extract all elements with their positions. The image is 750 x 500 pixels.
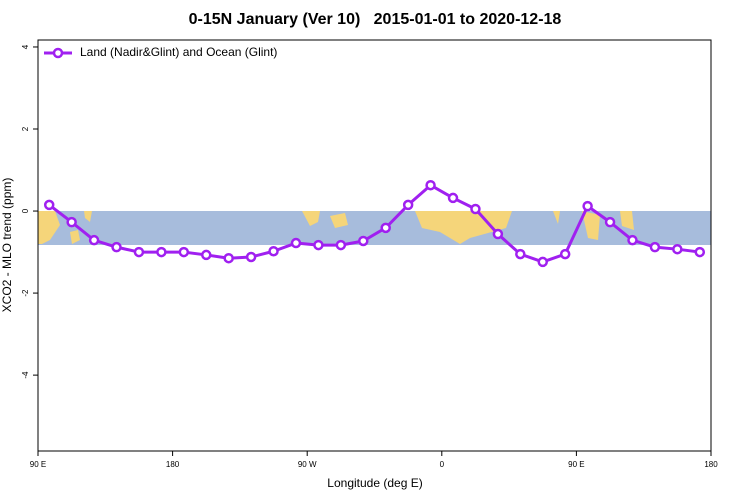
data-point — [111, 241, 122, 253]
data-point — [649, 241, 661, 253]
x-axis-label: Longitude (deg E) — [327, 476, 422, 490]
map-strip — [38, 211, 711, 245]
data-point — [43, 199, 55, 211]
data-point — [402, 199, 414, 211]
data-point — [178, 246, 190, 258]
data-point — [559, 248, 571, 260]
data-point — [447, 192, 459, 204]
x-tick-label: 0 — [440, 460, 445, 469]
x-tick-label: 90 E — [568, 460, 584, 469]
land — [330, 213, 348, 228]
data-point — [156, 246, 167, 258]
legend-marker — [52, 47, 64, 59]
data-point — [604, 216, 616, 228]
data-point — [88, 234, 100, 246]
y-tick-label: -4 — [21, 371, 30, 379]
land — [620, 211, 634, 230]
data-point — [223, 252, 234, 264]
data-point — [335, 239, 347, 251]
data-point — [313, 239, 324, 251]
y-tick-label: 4 — [21, 44, 30, 49]
x-tick-label: 180 — [166, 460, 180, 469]
plot-frame — [37, 39, 712, 452]
land — [38, 211, 60, 244]
x-tick-label: 90 W — [298, 460, 317, 469]
data-point — [492, 228, 504, 240]
land — [84, 211, 92, 222]
data-point — [425, 179, 436, 191]
data-point — [133, 246, 145, 258]
land — [302, 211, 320, 226]
data-point — [201, 249, 212, 261]
data-point — [470, 203, 481, 215]
data-point — [694, 246, 706, 258]
y-axis-label: XCO2 - MLO trend (ppm) — [0, 178, 14, 313]
x-tick-label: 180 — [704, 460, 718, 469]
data-point — [537, 256, 548, 268]
land — [415, 211, 512, 244]
x-tick-label: 90 E — [30, 460, 46, 469]
data-point — [66, 216, 77, 228]
data-point — [290, 237, 302, 249]
data-point — [515, 248, 526, 260]
data-point — [672, 243, 683, 255]
legend-label: Land (Nadir&Glint) and Ocean (Glint) — [80, 45, 277, 59]
land — [582, 211, 600, 240]
chart-title: 0-15N January (Ver 10) 2015-01-01 to 202… — [189, 11, 562, 28]
data-point — [268, 245, 279, 257]
data-point — [358, 235, 369, 247]
data-point — [380, 222, 391, 234]
ocean-band — [38, 211, 711, 245]
land — [553, 211, 560, 224]
y-tick-label: 2 — [21, 126, 30, 131]
y-tick-label: 0 — [21, 208, 30, 213]
land — [70, 230, 80, 244]
data-point — [582, 200, 593, 212]
data-point — [245, 251, 257, 263]
data-point — [627, 234, 638, 246]
y-tick-label: -2 — [21, 289, 30, 297]
